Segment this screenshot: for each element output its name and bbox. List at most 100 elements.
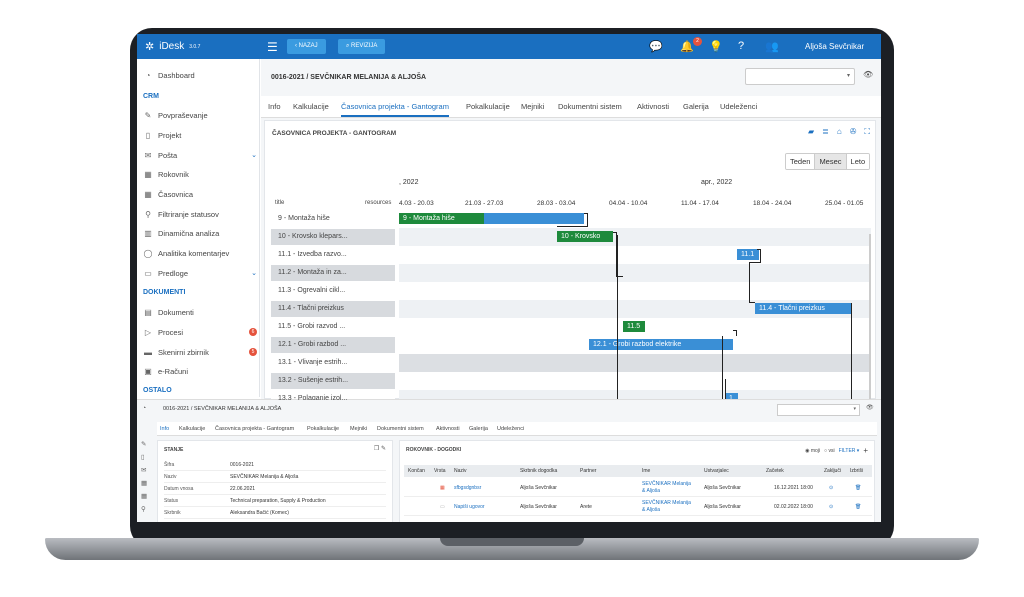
sidebar-item-dinamicna-analiza[interactable]: ▥ Dinamična analiza	[143, 225, 257, 241]
gantt-task-row[interactable]: 13.3 - Polaganje izol...	[271, 390, 399, 400]
gantt-task-row[interactable]: 11.5 - Grobi razvod ...	[271, 318, 399, 336]
tab-dokumentni-sistem[interactable]: Dokumentni sistem	[377, 426, 424, 432]
cell-ime[interactable]: SEVČNIKAR Melanija & Aljoša	[642, 500, 691, 514]
edit-icon[interactable]: ✎	[141, 441, 147, 448]
gantt-timeline-row	[399, 246, 871, 264]
vertical-scrollbar[interactable]	[869, 234, 871, 400]
mail-icon[interactable]: ✉	[141, 467, 147, 474]
gantt-bar[interactable]: 11.1	[737, 249, 759, 260]
cell-ime[interactable]: SEVČNIKAR Melanija & Aljoša	[642, 481, 691, 495]
tab-gantogram[interactable]: Časovnica projekta - Gantogram	[341, 102, 449, 117]
complete-icon[interactable]: ⊙	[829, 504, 834, 510]
tab-info[interactable]: Info	[160, 426, 170, 432]
sidebar-item-projekt[interactable]: ▯ Projekt	[143, 127, 257, 143]
tab-pokalkulacije[interactable]: Pokalkulacije	[307, 426, 340, 432]
calendar-icon[interactable]: ▦	[141, 480, 148, 487]
wrench-icon[interactable]: ✇	[849, 127, 857, 136]
cell-naziv[interactable]: Napiši ugovor	[454, 504, 485, 510]
gantt-task-row[interactable]: 12.1 - Grobi razbod ...	[271, 336, 399, 354]
tab-gantogram[interactable]: Časovnica projekta - Gantogram	[215, 426, 295, 432]
home-icon[interactable]: ⌂	[836, 127, 842, 136]
gantt-bar[interactable]: 11.5	[623, 321, 645, 332]
sidebar-item-dokumenti[interactable]: ▤ Dokumenti	[143, 304, 257, 320]
gantt-bar[interactable]: 11.4 - Tlačni preizkus	[755, 303, 851, 314]
sidebar-item-procesi[interactable]: ▷ Procesi 6	[143, 324, 257, 340]
tab-galerija[interactable]: Galerija	[469, 426, 488, 432]
user-name[interactable]: Aljoša Sevčnikar	[805, 42, 865, 51]
bell-icon[interactable]: 🔔	[680, 41, 694, 53]
tab-aktivnosti[interactable]: Aktivnosti	[436, 426, 460, 432]
col-vrsta: Vrsta	[434, 468, 446, 474]
gantt-task-row[interactable]: 13.2 - Sušenje estrih...	[271, 372, 399, 390]
view-teden-button[interactable]: Teden	[786, 154, 816, 169]
tab-udelezenci[interactable]: Udeleženci	[720, 102, 758, 111]
dashboard-icon[interactable]: ◔	[142, 405, 147, 412]
sidebar-item-analitika[interactable]: ◯ Analitika komentarjev	[143, 245, 257, 261]
users-icon[interactable]: 👥	[765, 41, 779, 53]
gantt-task-row[interactable]: 11.2 - Montaža in za...	[271, 264, 399, 282]
tab-pokalkulacije[interactable]: Pokalkulacije	[466, 102, 510, 111]
tab-udelezenci[interactable]: Udeleženci	[497, 426, 525, 432]
gantt-task-row[interactable]: 13.1 - Vlivanje estrih...	[271, 354, 399, 372]
gantt-bar[interactable]: 10 - Krovsko	[557, 231, 613, 242]
folder-icon[interactable]: ▰	[807, 127, 815, 136]
tab-kalkulacije[interactable]: Kalkulacije	[293, 102, 329, 111]
gantt-bar[interactable]: 12.1 - Grobi razbod elektrike	[589, 339, 733, 350]
gantt-task-row[interactable]: 11.3 - Ogrevalni cikl...	[271, 282, 399, 300]
tab-aktivnosti[interactable]: Aktivnosti	[637, 102, 670, 111]
radio-vsi[interactable]: ○ vsi	[824, 447, 835, 454]
add-icon[interactable]: +	[863, 446, 868, 455]
back-button[interactable]: ‹ NAZAJ	[287, 39, 326, 54]
sidebar-item-filtriranje[interactable]: ⚲ Filtriranje statusov	[143, 206, 257, 222]
view-mesec-button[interactable]: Mesec	[815, 154, 847, 169]
tab-mejniki[interactable]: Mejniki	[350, 426, 368, 432]
complete-icon[interactable]: ⊙	[829, 485, 834, 491]
view-leto-button[interactable]: Leto	[846, 154, 870, 169]
gantt-task-row[interactable]: 11.1 - Izvedba razvo...	[271, 246, 399, 264]
trash-icon[interactable]: 🗑	[855, 504, 862, 510]
sidebar-item-dashboard[interactable]: ◔ Dashboard	[143, 67, 257, 83]
document-icon[interactable]: ▯	[141, 454, 145, 461]
tab-kalkulacije[interactable]: Kalkulacije	[179, 426, 206, 432]
tab-mejniki[interactable]: Mejniki	[521, 102, 545, 111]
help-icon[interactable]: ?	[738, 40, 745, 52]
eye-icon[interactable]: 👁	[866, 405, 874, 411]
chat-icon[interactable]: 💬	[649, 41, 663, 53]
calendar-icon[interactable]: ▦	[141, 493, 148, 500]
gantt-task-row[interactable]: 11.4 - Tlačni preizkus	[271, 300, 399, 318]
project-select[interactable]: ▾	[745, 68, 855, 85]
table-row[interactable]: ▦ sfbgsdgnbsr Aljoša Sevčnikar SEVČNIKAR…	[404, 479, 872, 497]
screen: ✲ iDesk 3.0.7 ☰ ‹ NAZAJ ⌕ REVIZIJA 💬 🔔 2…	[137, 34, 881, 522]
filter-button[interactable]: FILTER ▾	[838, 447, 860, 454]
cell-naziv[interactable]: sfbgsdgnbsr	[454, 485, 482, 491]
secondary-project-select[interactable]: ▾	[777, 404, 860, 416]
tab-galerija[interactable]: Galerija	[683, 102, 709, 111]
list-icon[interactable]: ≣	[822, 127, 829, 136]
gantt-bar[interactable]: 9 - Montaža hiše	[399, 213, 584, 224]
tab-dokumentni-sistem[interactable]: Dokumentni sistem	[558, 102, 622, 111]
lightbulb-icon[interactable]: 💡	[709, 41, 723, 53]
tab-info[interactable]: Info	[268, 102, 281, 111]
trash-icon[interactable]: 🗑	[855, 485, 862, 491]
sidebar-item-predloge[interactable]: ▭ Predloge ⌄	[143, 265, 257, 281]
fullscreen-icon[interactable]: ⛶	[864, 127, 870, 136]
radio-moji[interactable]: ◉ moji	[805, 447, 821, 454]
sidebar-item-rokovnik[interactable]: ▦ Rokovnik	[143, 166, 257, 182]
review-button[interactable]: ⌕ REVIZIJA	[338, 39, 386, 54]
eye-icon[interactable]: 👁	[863, 70, 874, 79]
sidebar-item-skenirni[interactable]: ▬ Skenirni zbirnik 5	[143, 344, 257, 360]
copy-icon[interactable]: ❐	[373, 446, 380, 452]
gantt-bar[interactable]: 1	[725, 393, 738, 400]
sidebar-item-povprasevanje[interactable]: ✎ Povpraševanje	[143, 107, 257, 123]
table-row[interactable]: ▭ Napiši ugovor Aljoša Sevčnikar Arete S…	[404, 498, 872, 516]
pencil-icon[interactable]: ✎	[380, 446, 386, 452]
sidebar-item-e-racuni[interactable]: ▣ e-Računi	[143, 363, 257, 379]
gantt-task-row[interactable]: 10 - Krovsko klepars...	[271, 228, 399, 246]
app-version: 3.0.7	[189, 43, 201, 50]
hamburger-menu-icon[interactable]: ☰	[267, 40, 278, 54]
gantt-task-row[interactable]: 9 - Montaža hiše	[271, 210, 399, 228]
app-logo[interactable]: ✲ iDesk 3.0.7	[145, 40, 200, 53]
sidebar-item-posta[interactable]: ✉ Pošta ⌄	[143, 147, 257, 163]
sidebar-item-casovnica[interactable]: ▦ Časovnica	[143, 186, 257, 202]
filter-icon[interactable]: ⚲	[141, 506, 146, 513]
